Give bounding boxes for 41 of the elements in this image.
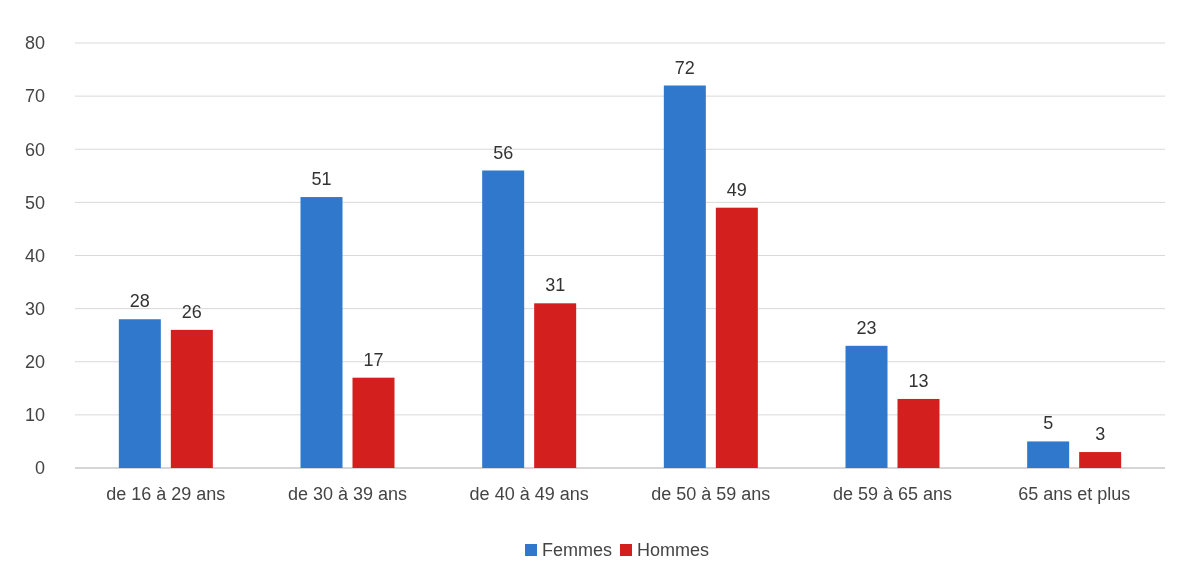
data-label: 56 [493,142,514,163]
data-label: 28 [129,291,150,312]
legend-label: Femmes [542,540,613,561]
y-tick-label: 10 [24,405,45,426]
bar [482,170,525,468]
data-label: 51 [311,169,332,190]
x-tick-label: 65 ans et plus [1018,484,1131,504]
x-tick-label: de 30 à 39 ans [287,484,408,504]
data-label: 13 [908,370,929,391]
y-tick-label: 60 [24,139,45,160]
y-tick-label: 30 [24,298,45,319]
bar [300,197,343,468]
bar [534,303,577,468]
x-tick-label: de 59 à 65 ans [832,484,953,504]
y-tick-label: 20 [24,352,45,373]
data-label: 72 [674,57,695,78]
data-label: 5 [1043,413,1054,434]
x-tick-label: de 50 à 59 ans [651,484,771,504]
bar [170,329,213,468]
data-label: 49 [726,179,747,200]
data-label: 31 [545,275,566,296]
x-tick-label: de 40 à 49 ans [469,484,589,504]
bar [897,398,940,468]
bar [118,319,161,468]
y-tick-label: 70 [24,86,45,107]
bar [1027,441,1070,468]
x-tick-label: de 16 à 29 ans [106,484,226,504]
y-tick-label: 0 [34,458,45,479]
y-tick-label: 40 [24,245,45,266]
bar [1079,452,1122,468]
bar [715,207,758,468]
data-label: 23 [856,317,877,338]
legend-label: Hommes [637,540,710,561]
bar [845,345,888,468]
y-tick-label: 50 [24,192,45,213]
bar [663,85,706,468]
data-label: 17 [363,349,384,370]
bar [352,377,395,468]
data-label: 3 [1095,424,1106,445]
y-tick-label: 80 [24,33,45,54]
data-label: 26 [181,301,202,322]
